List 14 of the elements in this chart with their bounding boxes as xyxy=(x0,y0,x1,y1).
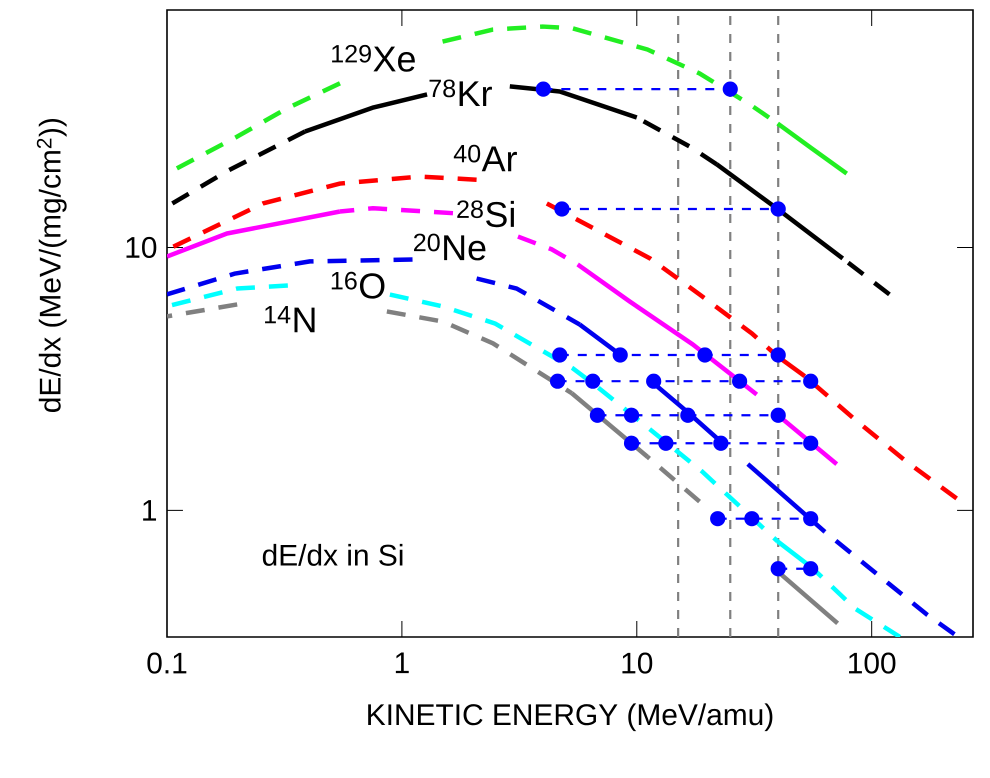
annotation: dE/dx in Si xyxy=(262,544,402,566)
annotation: $^{40}$Ar xyxy=(454,144,517,172)
y-axis-title: dE/dx (MeV/(mg/cm$^{2}$)) xyxy=(36,118,67,412)
x-axis-title: KINETIC ENERGY (MeV/amu) xyxy=(368,703,772,732)
annotation: $^{28}$Si xyxy=(457,200,514,228)
annotation: $^{78}$Kr xyxy=(430,79,492,106)
annotation: $^{16}$O xyxy=(332,272,384,299)
x-tick-label: 0.1 xyxy=(147,652,186,674)
x-tick-label: 10 xyxy=(622,652,652,674)
x-tick-label: 1 xyxy=(396,652,409,674)
annotation: $^{129}$Xe xyxy=(332,44,415,72)
annotation: $^{20}$Ne xyxy=(414,234,486,260)
x-tick-label: 100 xyxy=(849,652,896,674)
annotation: $^{14}$N xyxy=(265,306,315,332)
